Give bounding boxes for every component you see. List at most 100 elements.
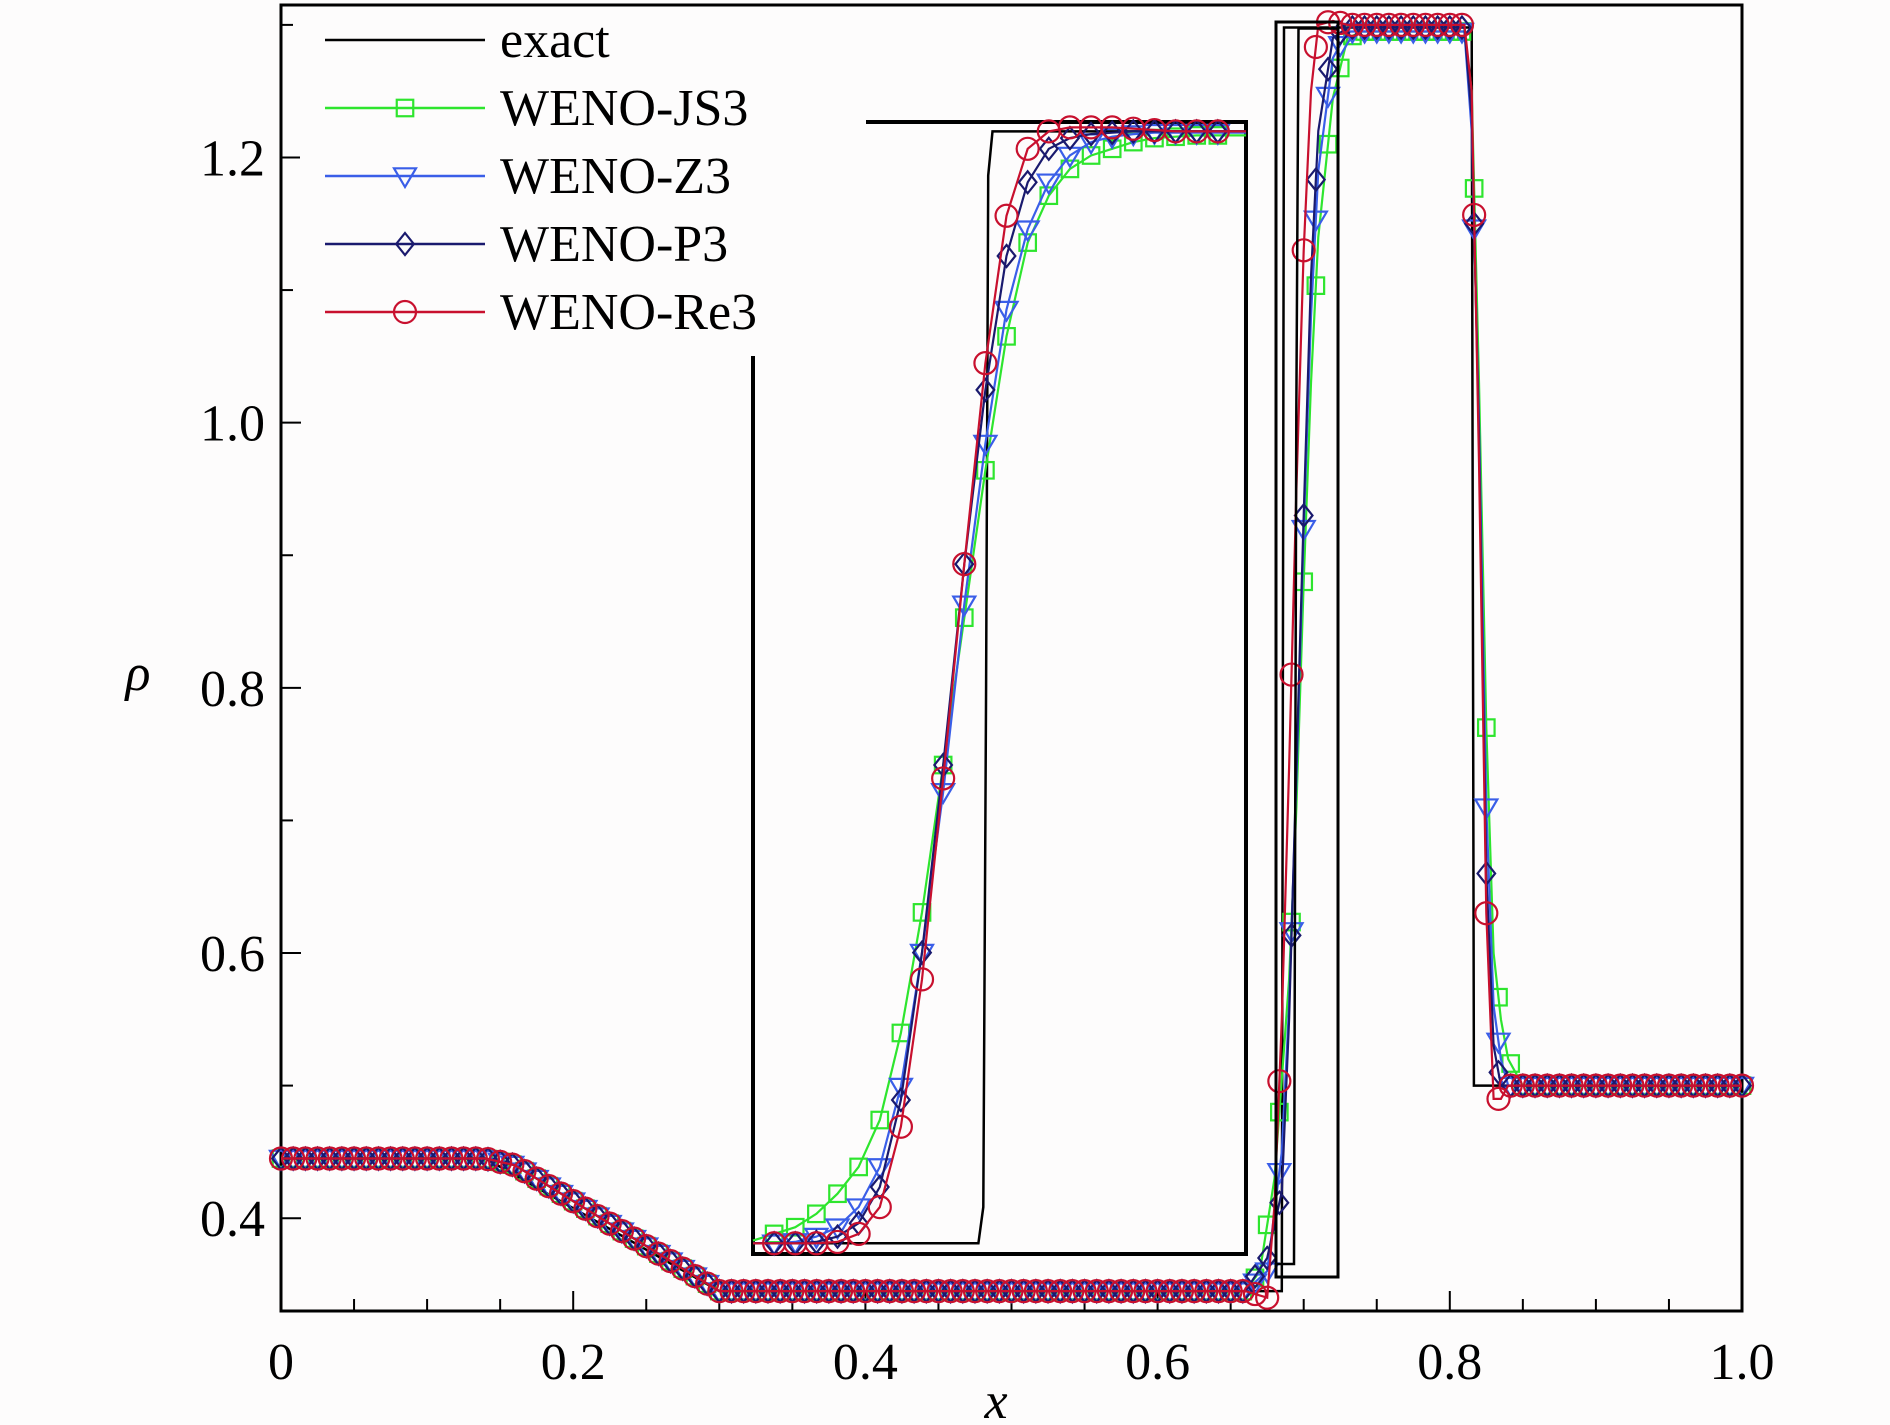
inset-series-marker xyxy=(1205,119,1230,144)
inset-series-weno-re3 xyxy=(753,115,1246,1256)
series-marker xyxy=(378,1146,403,1171)
legend-label: WENO-JS3 xyxy=(500,80,748,137)
series-marker xyxy=(1317,56,1339,82)
series-marker xyxy=(475,1146,501,1172)
y-tick-label: 1.2 xyxy=(200,130,265,187)
series-marker xyxy=(1269,1189,1290,1216)
series-marker xyxy=(1449,12,1475,37)
series-marker xyxy=(1011,1279,1036,1304)
series-marker xyxy=(1474,901,1499,926)
series-marker xyxy=(1302,210,1329,233)
inset-series-marker xyxy=(972,434,999,457)
legend-label: WENO-P3 xyxy=(500,216,728,273)
series-marker xyxy=(1133,1279,1158,1304)
inset-series-marker xyxy=(888,1114,914,1139)
series-marker xyxy=(1169,1279,1195,1304)
series-marker xyxy=(1340,12,1365,37)
series-marker xyxy=(1669,1073,1694,1098)
series-marker xyxy=(1644,1073,1669,1098)
inset-series-marker xyxy=(806,1229,827,1255)
series-marker xyxy=(1244,1263,1266,1290)
series-marker xyxy=(536,1174,561,1199)
series-marker xyxy=(1705,1073,1730,1098)
series-marker xyxy=(1303,34,1328,60)
legend-marker xyxy=(394,231,416,257)
series-marker xyxy=(1121,1279,1146,1304)
inset-series-marker xyxy=(994,203,1019,228)
inset2-series-line xyxy=(1276,27,1338,1266)
series-marker xyxy=(268,1146,294,1171)
series-marker xyxy=(1473,798,1500,821)
series-marker xyxy=(1401,12,1426,37)
series-marker xyxy=(1462,202,1487,228)
x-tick-label: 0.4 xyxy=(833,1334,898,1391)
inset-series-marker xyxy=(973,351,998,376)
inset-frame xyxy=(751,120,1248,1256)
series-marker xyxy=(1218,1279,1243,1304)
series-marker xyxy=(1608,1073,1633,1098)
series-marker xyxy=(561,1189,586,1214)
series-marker xyxy=(707,1279,732,1304)
series-marker xyxy=(1656,1073,1682,1098)
series-marker xyxy=(500,1152,525,1177)
series-marker xyxy=(1620,1073,1645,1098)
series-marker xyxy=(1256,1245,1278,1271)
series-marker xyxy=(1266,1162,1293,1185)
series-marker xyxy=(1084,1279,1109,1304)
series-marker xyxy=(1717,1073,1742,1098)
inset-series-marker xyxy=(993,300,1020,323)
series-marker xyxy=(634,1234,659,1259)
series-marker xyxy=(1498,1073,1523,1098)
inset-series-marker xyxy=(824,1218,851,1241)
series-marker xyxy=(1182,1279,1207,1304)
series-weno-re3 xyxy=(268,10,1755,1310)
series-marker xyxy=(1230,1279,1255,1304)
series-marker xyxy=(731,1279,756,1304)
series-marker xyxy=(1035,1279,1061,1304)
legend-background xyxy=(300,8,860,356)
series-marker xyxy=(1242,1281,1268,1307)
inset-series-marker xyxy=(975,377,996,403)
y-axis-title: ρ xyxy=(124,645,151,702)
series-marker xyxy=(743,1279,768,1304)
series-marker xyxy=(1376,12,1402,37)
inset-series-marker xyxy=(1039,186,1059,206)
legend-entry: WENO-Re3 xyxy=(325,284,757,341)
series-marker xyxy=(1425,12,1450,37)
series-marker xyxy=(597,1211,622,1236)
inset-series-marker xyxy=(870,1110,890,1130)
inset-series-marker xyxy=(828,1184,847,1204)
series-marker xyxy=(1571,1073,1596,1098)
series-marker xyxy=(1632,1073,1657,1098)
series-marker xyxy=(512,1159,537,1184)
x-tick-label: 0.2 xyxy=(541,1334,606,1391)
series-marker xyxy=(1267,1069,1292,1094)
inset-series-marker xyxy=(1080,121,1102,147)
series-marker xyxy=(1681,1073,1706,1098)
inset-series-marker xyxy=(1015,136,1040,161)
inset-series-marker xyxy=(849,1157,868,1177)
series-marker xyxy=(1048,1279,1073,1304)
series-marker xyxy=(1413,12,1438,37)
series-marker xyxy=(1281,922,1302,949)
series-marker xyxy=(768,1279,793,1304)
series-marker xyxy=(987,1279,1012,1304)
series-marker xyxy=(938,1279,963,1304)
inset-series-marker xyxy=(951,595,978,618)
series-marker xyxy=(975,1279,1000,1304)
series-marker xyxy=(1547,1073,1572,1098)
series-marker xyxy=(1486,1086,1511,1111)
series-marker xyxy=(451,1146,476,1171)
inset-series-marker xyxy=(845,1198,872,1221)
series-line xyxy=(281,19,1742,1300)
series-marker xyxy=(1437,12,1462,37)
series-marker xyxy=(755,1279,781,1304)
inset2-frame xyxy=(1274,20,1340,1279)
series-marker xyxy=(719,1279,744,1304)
series-marker xyxy=(1279,662,1304,687)
inset-series-marker xyxy=(1038,136,1060,162)
x-tick-label: 0 xyxy=(268,1334,294,1391)
inset-series-marker xyxy=(1017,169,1038,196)
series-marker xyxy=(1108,1279,1134,1304)
